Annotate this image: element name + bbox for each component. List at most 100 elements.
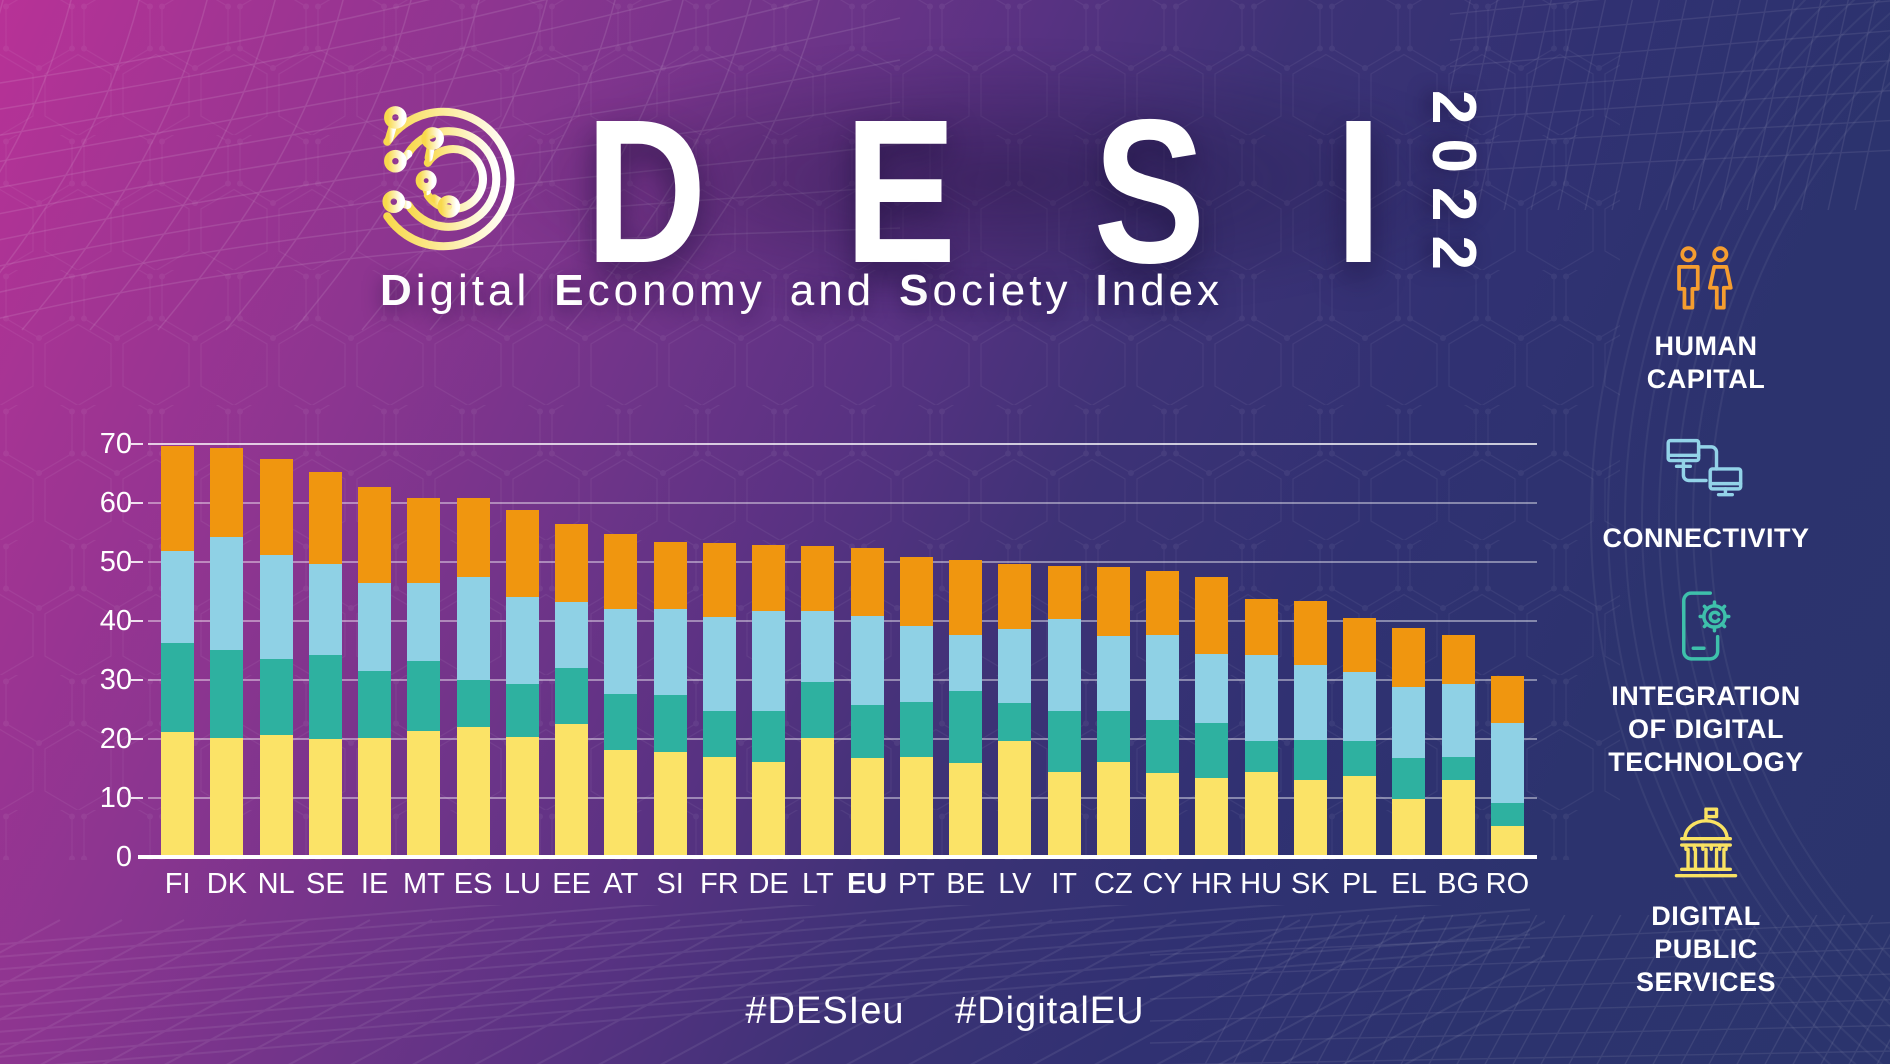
segment-CZ-connectivity <box>1096 635 1130 711</box>
subtitle-word: Society <box>899 266 1072 315</box>
stacked-bar-DE <box>752 444 786 857</box>
subtitle-word: Index <box>1095 266 1224 315</box>
segment-BG-integration-of-digital-technology <box>1441 757 1475 781</box>
segment-SE-digital-public-services <box>308 739 342 857</box>
stacked-bar-CY <box>1146 444 1180 857</box>
bar-slot-CZ: CZ <box>1089 444 1138 900</box>
segment-SE-integration-of-digital-technology <box>308 654 342 739</box>
bar-slot-DK: DK <box>202 444 251 900</box>
segment-CY-human-capital <box>1146 571 1180 635</box>
y-axis-label-50: 50 <box>99 546 132 578</box>
bar-slot-BE: BE <box>941 444 990 900</box>
x-axis-label-PL: PL <box>1341 868 1378 900</box>
legend-label: HUMAN CAPITAL <box>1646 331 1766 394</box>
y-axis-labels: 0 10 20 30 40 50 60 70 <box>70 429 132 872</box>
segment-HU-connectivity <box>1244 655 1278 741</box>
segment-CY-integration-of-digital-technology <box>1146 720 1180 774</box>
subtitle-word: Economy <box>554 266 766 315</box>
segment-SI-digital-public-services <box>653 751 687 857</box>
segment-LV-digital-public-services <box>998 741 1032 857</box>
legend-item-connectivity: CONNECTIVITY <box>1596 436 1816 555</box>
y-axis-label-40: 40 <box>99 605 132 638</box>
segment-IT-integration-of-digital-technology <box>1047 710 1081 773</box>
segment-HR-connectivity <box>1195 654 1229 723</box>
segment-BG-human-capital <box>1441 634 1475 685</box>
segment-ES-integration-of-digital-technology <box>456 680 490 728</box>
stacked-bar-LU <box>505 444 539 857</box>
segment-FR-integration-of-digital-technology <box>702 710 736 757</box>
segment-DK-connectivity <box>210 536 244 650</box>
stacked-bar-LV <box>998 444 1032 857</box>
segment-RO-connectivity <box>1490 722 1524 804</box>
y-axis-label-10: 10 <box>99 782 132 815</box>
x-axis-label-SI: SI <box>656 868 684 900</box>
segment-SI-human-capital <box>653 541 687 609</box>
segment-FR-connectivity <box>702 616 736 711</box>
segment-LU-integration-of-digital-technology <box>505 683 539 737</box>
segment-BE-connectivity <box>949 635 983 691</box>
y-axis-label-0: 0 <box>115 841 132 873</box>
segment-MT-digital-public-services <box>407 731 441 857</box>
title-letter-e: E <box>844 77 957 306</box>
segment-EE-digital-public-services <box>555 724 589 857</box>
segment-BE-human-capital <box>949 560 983 636</box>
bar-slot-AT: AT <box>596 444 645 900</box>
axis-tick-20 <box>131 737 143 741</box>
segment-SI-integration-of-digital-technology <box>653 694 687 752</box>
segment-AT-digital-public-services <box>604 749 638 857</box>
axis-tick-30 <box>131 678 143 681</box>
stacked-bar-SE <box>308 444 342 857</box>
stacked-bar-AT <box>604 444 638 857</box>
segment-SE-connectivity <box>308 564 342 655</box>
legend-label: DIGITAL PUBLIC SERVICES <box>1635 901 1777 997</box>
stacked-bar-BE <box>949 444 983 857</box>
segment-EL-human-capital <box>1392 627 1426 688</box>
gridline-50 <box>148 561 1537 563</box>
segment-DE-digital-public-services <box>752 762 786 857</box>
segment-IE-connectivity <box>358 582 392 671</box>
x-axis-label-MT: MT <box>402 868 445 900</box>
segment-DE-connectivity <box>752 610 786 712</box>
bar-slot-MT: MT <box>399 444 448 900</box>
segment-DE-human-capital <box>752 544 786 611</box>
gridline-10 <box>148 797 1537 800</box>
segment-EU-digital-public-services <box>850 757 884 857</box>
segment-HR-human-capital <box>1195 576 1229 655</box>
bar-slot-ES: ES <box>449 444 498 900</box>
bar-slot-PL: PL <box>1335 444 1384 900</box>
segment-EU-integration-of-digital-technology <box>850 704 884 758</box>
stacked-bar-SK <box>1293 444 1327 857</box>
y-axis-label-60: 60 <box>99 487 132 519</box>
x-axis-label-BE: BE <box>946 868 985 900</box>
x-axis-label-CY: CY <box>1142 868 1183 900</box>
segment-EL-digital-public-services <box>1392 798 1426 857</box>
segment-NL-human-capital <box>259 459 293 555</box>
segment-ES-digital-public-services <box>456 727 490 857</box>
stacked-bar-DK <box>210 444 244 857</box>
bar-slot-DE: DE <box>744 444 793 900</box>
segment-FI-digital-public-services <box>161 731 195 857</box>
x-axis-label-EL: EL <box>1391 868 1427 900</box>
title-letter-i: I <box>1334 77 1382 306</box>
bar-slot-RO: RO <box>1483 444 1532 900</box>
title-letter-s: S <box>1093 77 1206 306</box>
segment-BG-digital-public-services <box>1441 780 1475 857</box>
axis-tick-10 <box>131 796 143 800</box>
segment-PL-human-capital <box>1343 618 1377 673</box>
phone-gear-icon <box>1682 591 1731 661</box>
segment-ES-human-capital <box>456 498 490 577</box>
x-axis-label-SE: SE <box>306 868 345 900</box>
bar-slot-FI: FI <box>153 444 202 900</box>
stacked-bar-EU <box>850 444 884 857</box>
segment-BG-connectivity <box>1441 684 1475 758</box>
segment-SK-connectivity <box>1293 665 1327 741</box>
segment-IE-integration-of-digital-technology <box>358 670 392 739</box>
hashtag-digitaleu: #DigitalEU <box>955 990 1145 1032</box>
segment-PT-digital-public-services <box>899 756 933 857</box>
segment-PL-digital-public-services <box>1343 776 1377 857</box>
segment-PT-integration-of-digital-technology <box>899 702 933 757</box>
y-axis-label-20: 20 <box>99 723 132 756</box>
page-subtitle: Digital Economy and Society Index <box>380 266 1219 316</box>
year-label: 2022 <box>1419 90 1488 284</box>
desi-logo-icon <box>382 106 515 251</box>
